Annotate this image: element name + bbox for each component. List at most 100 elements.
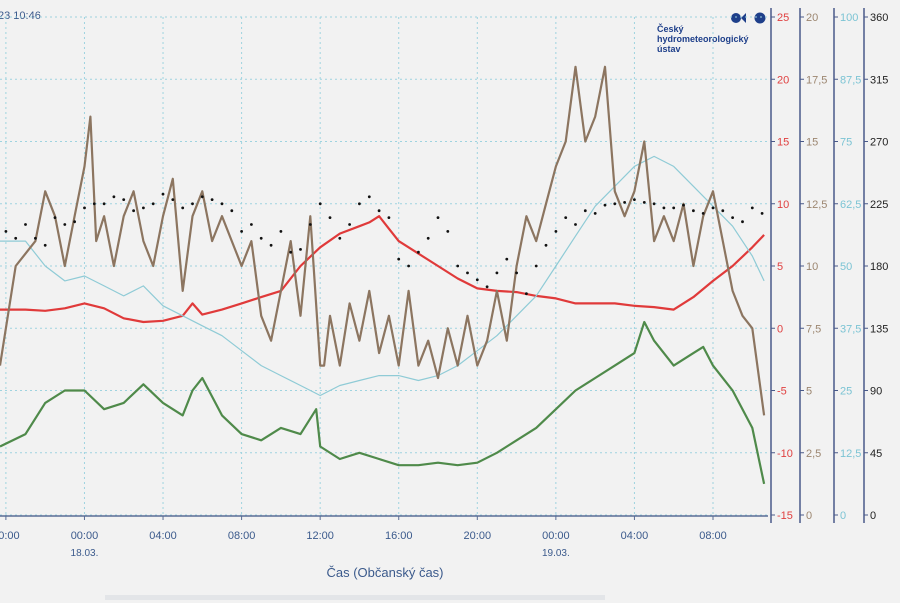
x-tick-label: 20:00 xyxy=(0,530,20,542)
grid xyxy=(0,16,768,516)
wind-direction-point xyxy=(554,230,558,233)
wind-direction-point xyxy=(593,212,597,215)
logo-line: Český xyxy=(657,24,684,34)
wind-direction-point xyxy=(662,206,666,210)
y-tick-label: 62,5 xyxy=(840,199,861,211)
y-tick-label: 0 xyxy=(870,510,876,522)
y-tick-label: -15 xyxy=(777,510,793,522)
wind-direction-point xyxy=(14,236,18,240)
y-tick-label: 15 xyxy=(806,137,818,149)
x-axis-label: Čas (Občanský čas) xyxy=(326,565,444,580)
wind-direction-point xyxy=(348,223,351,226)
y-tick-label: 0 xyxy=(840,510,846,522)
y-tick-label: 15 xyxy=(777,137,789,149)
y-tick-label: 5 xyxy=(806,386,812,398)
y-tick-label: 360 xyxy=(870,12,888,24)
chmi-logo-text: Český hydrometeorologický ústav xyxy=(657,24,749,54)
wind-direction-point xyxy=(682,203,685,207)
legend-clipped xyxy=(105,595,605,603)
wind-direction-point xyxy=(73,220,76,224)
wind-direction-point xyxy=(436,216,440,220)
wind-direction-point xyxy=(367,195,371,199)
logo-line: ústav xyxy=(657,44,681,54)
wind-direction-point xyxy=(43,243,47,247)
series-wind-direction xyxy=(4,192,764,296)
x-tick-label: 00:00 xyxy=(71,530,99,542)
wind-direction-point xyxy=(505,257,509,261)
x-tick-label: 12:00 xyxy=(306,530,334,542)
series-humidity xyxy=(0,155,765,397)
x-tick-label: 08:00 xyxy=(699,530,727,542)
wind-direction-point xyxy=(279,230,283,233)
wind-direction-point xyxy=(633,198,636,202)
wind-direction-point xyxy=(34,236,37,240)
y-axis-humidity: 0 12,5 25 37,5 50 62,5 75 87,5 100 xyxy=(833,8,861,523)
y-tick-label: 90 xyxy=(870,386,882,398)
wind-direction-point xyxy=(407,264,410,268)
y-tick-label: 17,5 xyxy=(806,74,827,86)
chart-timestamp: 23 10:46 xyxy=(0,10,41,22)
y-tick-label: 45 xyxy=(870,448,882,460)
series xyxy=(0,65,766,485)
wind-direction-point xyxy=(240,230,244,233)
wind-direction-point xyxy=(102,202,106,206)
chmi-logo-icon xyxy=(731,12,766,24)
wind-direction-point xyxy=(417,250,420,254)
x-tick-label: 04:00 xyxy=(149,530,177,542)
wind-direction-point xyxy=(387,216,391,220)
wind-direction-point xyxy=(534,264,538,268)
wind-direction-point xyxy=(24,223,27,226)
series-dew-point xyxy=(0,320,766,485)
x-tick-label: 08:00 xyxy=(228,530,256,542)
wind-direction-point xyxy=(358,202,361,206)
x-tick-label: 00:00 xyxy=(542,530,570,542)
wind-direction-point xyxy=(642,201,646,204)
x-tick-label: 04:00 xyxy=(621,530,649,542)
y-tick-label: 225 xyxy=(870,199,888,211)
x-axis: 20:00 00:00 18.03. 04:00 08:00 12:00 16:00 20:0… xyxy=(0,515,768,559)
series-wind-speed xyxy=(0,65,766,416)
wind-direction-point xyxy=(63,223,67,226)
wind-direction-point xyxy=(564,216,568,220)
wind-direction-point xyxy=(485,285,489,289)
y-tick-label: 100 xyxy=(840,12,858,24)
wind-direction-point xyxy=(711,206,715,210)
y-tick-label: 37,5 xyxy=(840,323,861,335)
y-tick-label: 87,5 xyxy=(840,74,861,86)
y-tick-label: 50 xyxy=(840,261,852,273)
wind-direction-point xyxy=(318,202,322,206)
wind-direction-point xyxy=(220,202,224,206)
wind-direction-point xyxy=(191,202,194,206)
wind-direction-point xyxy=(112,195,116,199)
x-tick-label: 16:00 xyxy=(385,530,413,542)
y-tick-label: 315 xyxy=(870,74,888,86)
y-tick-label: 20 xyxy=(777,74,789,86)
wind-direction-point xyxy=(53,216,57,220)
wind-direction-point xyxy=(466,271,469,275)
x-tick-date: 18.03. xyxy=(71,548,99,559)
wind-direction-point xyxy=(760,212,764,215)
wind-direction-point xyxy=(603,203,607,207)
y-tick-label: 135 xyxy=(870,323,888,335)
y-tick-label: 2,5 xyxy=(806,448,821,460)
y-tick-label: 10 xyxy=(777,199,789,211)
wind-direction-point xyxy=(741,220,744,224)
wind-direction-point xyxy=(426,236,430,240)
y-tick-label: 0 xyxy=(806,510,812,522)
y-tick-label: 270 xyxy=(870,137,888,149)
wind-direction-point xyxy=(456,264,460,268)
wind-direction-point xyxy=(515,271,518,275)
wind-direction-point xyxy=(475,278,479,282)
legend-clipped-text xyxy=(105,595,605,600)
wind-direction-point xyxy=(613,202,617,206)
wind-direction-point xyxy=(495,271,499,275)
wind-direction-point xyxy=(132,209,136,213)
wind-direction-point xyxy=(721,209,725,213)
wind-direction-point xyxy=(161,192,165,196)
wind-direction-point xyxy=(142,206,145,210)
wind-direction-point xyxy=(731,216,734,220)
x-tick-date: 19.03. xyxy=(542,548,570,559)
wind-direction-point xyxy=(652,202,656,206)
wind-direction-point xyxy=(692,209,695,213)
